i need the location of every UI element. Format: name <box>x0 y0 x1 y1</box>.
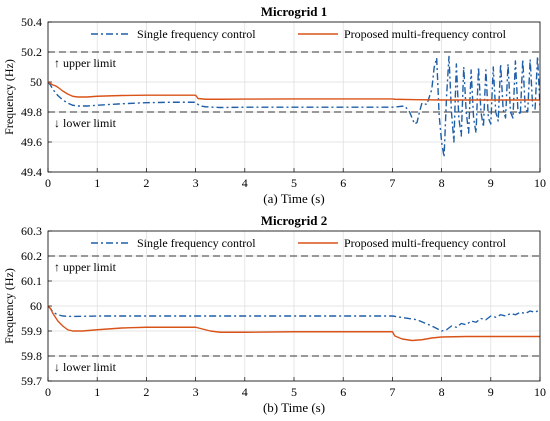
x-tick-label: 2 <box>143 385 149 399</box>
legend-label: Proposed multi-frequency control <box>344 236 507 250</box>
x-tick-label: 4 <box>242 176 248 190</box>
x-tick-labels: 0 1 2 3 4 5 6 7 8 9 10 <box>45 385 546 399</box>
y-axis-label: Frequency (Hz) <box>2 268 16 344</box>
x-tick-label: 10 <box>534 176 546 190</box>
reference-lines: ↑ upper limit ↓ lower limit <box>48 255 540 374</box>
legend-label: Single frequency control <box>137 236 256 250</box>
y-tick-label: 49.8 <box>21 105 42 119</box>
x-tick-label: 0 <box>45 176 51 190</box>
x-tick-labels: 0 1 2 3 4 5 6 7 8 9 10 <box>45 176 546 190</box>
x-tick-label: 5 <box>291 385 297 399</box>
y-tick-label: 59.9 <box>21 324 42 338</box>
x-tick-label: 5 <box>291 176 297 190</box>
x-tick-label: 1 <box>94 385 100 399</box>
y-tick-label: 59.7 <box>21 374 42 388</box>
x-tick-label: 6 <box>340 385 346 399</box>
legend: Single frequency control Proposed multi-f… <box>91 27 507 41</box>
lower-limit-label: ↓ lower limit <box>54 360 117 374</box>
plot-frame <box>47 230 541 382</box>
upper-limit-label: ↑ upper limit <box>54 260 117 274</box>
x-tick-label: 4 <box>242 385 248 399</box>
x-tick-label: 3 <box>193 385 199 399</box>
series-line-proposed <box>48 305 540 342</box>
legend-label: Single frequency control <box>137 27 256 41</box>
series-group <box>48 55 540 158</box>
series-line-single <box>48 55 540 158</box>
x-tick-label: 2 <box>143 176 149 190</box>
x-tick-label: 8 <box>439 385 445 399</box>
chart-title: Microgrid 2 <box>261 213 328 228</box>
x-tick-label: 9 <box>488 176 494 190</box>
y-tick-labels: 59.7 59.8 59.9 60 60.1 60.2 60.3 <box>21 224 42 388</box>
x-tick-label: 7 <box>389 385 395 399</box>
y-tick-label: 49.6 <box>21 135 42 149</box>
legend-label: Proposed multi-frequency control <box>344 27 507 41</box>
series-line-single <box>48 305 540 332</box>
x-tick-label: 1 <box>94 176 100 190</box>
x-tick-label: 6 <box>340 176 346 190</box>
y-tick-label: 50.4 <box>21 15 42 29</box>
legend: Single frequency control Proposed multi-f… <box>91 236 507 250</box>
y-tick-label: 60.3 <box>21 224 42 238</box>
chart-panel-microgrid-2: Microgrid 2 ↑ upper limit ↓ lower limit 0… <box>2 213 546 415</box>
lower-limit-label: ↓ lower limit <box>54 116 117 130</box>
y-tick-label: 50 <box>30 75 42 89</box>
y-axis-label: Frequency (Hz) <box>2 59 16 135</box>
series-line-proposed <box>48 81 540 101</box>
x-tick-label: 8 <box>439 176 445 190</box>
x-tick-label: 7 <box>389 176 395 190</box>
x-tick-label: 9 <box>488 385 494 399</box>
x-tick-label: 10 <box>534 385 546 399</box>
chart-panel-microgrid-1: Microgrid 1 ↑ upper limit ↓ lower limit 0… <box>2 4 546 206</box>
y-tick-label: 50.2 <box>21 45 42 59</box>
y-tick-labels: 49.4 49.6 49.8 50 50.2 50.4 <box>21 15 42 179</box>
plot-frame <box>47 21 541 173</box>
chart-title: Microgrid 1 <box>261 4 328 19</box>
y-tick-label: 60.1 <box>21 274 42 288</box>
y-tick-label: 60 <box>30 299 42 313</box>
y-tick-label: 49.4 <box>21 165 42 179</box>
grid <box>47 21 541 173</box>
upper-limit-label: ↑ upper limit <box>54 56 117 70</box>
series-group <box>48 305 540 342</box>
y-tick-label: 60.2 <box>21 249 42 263</box>
x-tick-label: 3 <box>193 176 199 190</box>
grid <box>47 230 541 382</box>
x-axis-label: (a) Time (s) <box>263 191 324 206</box>
x-axis-label: (b) Time (s) <box>263 400 325 415</box>
y-tick-label: 59.8 <box>21 349 42 363</box>
x-tick-label: 0 <box>45 385 51 399</box>
